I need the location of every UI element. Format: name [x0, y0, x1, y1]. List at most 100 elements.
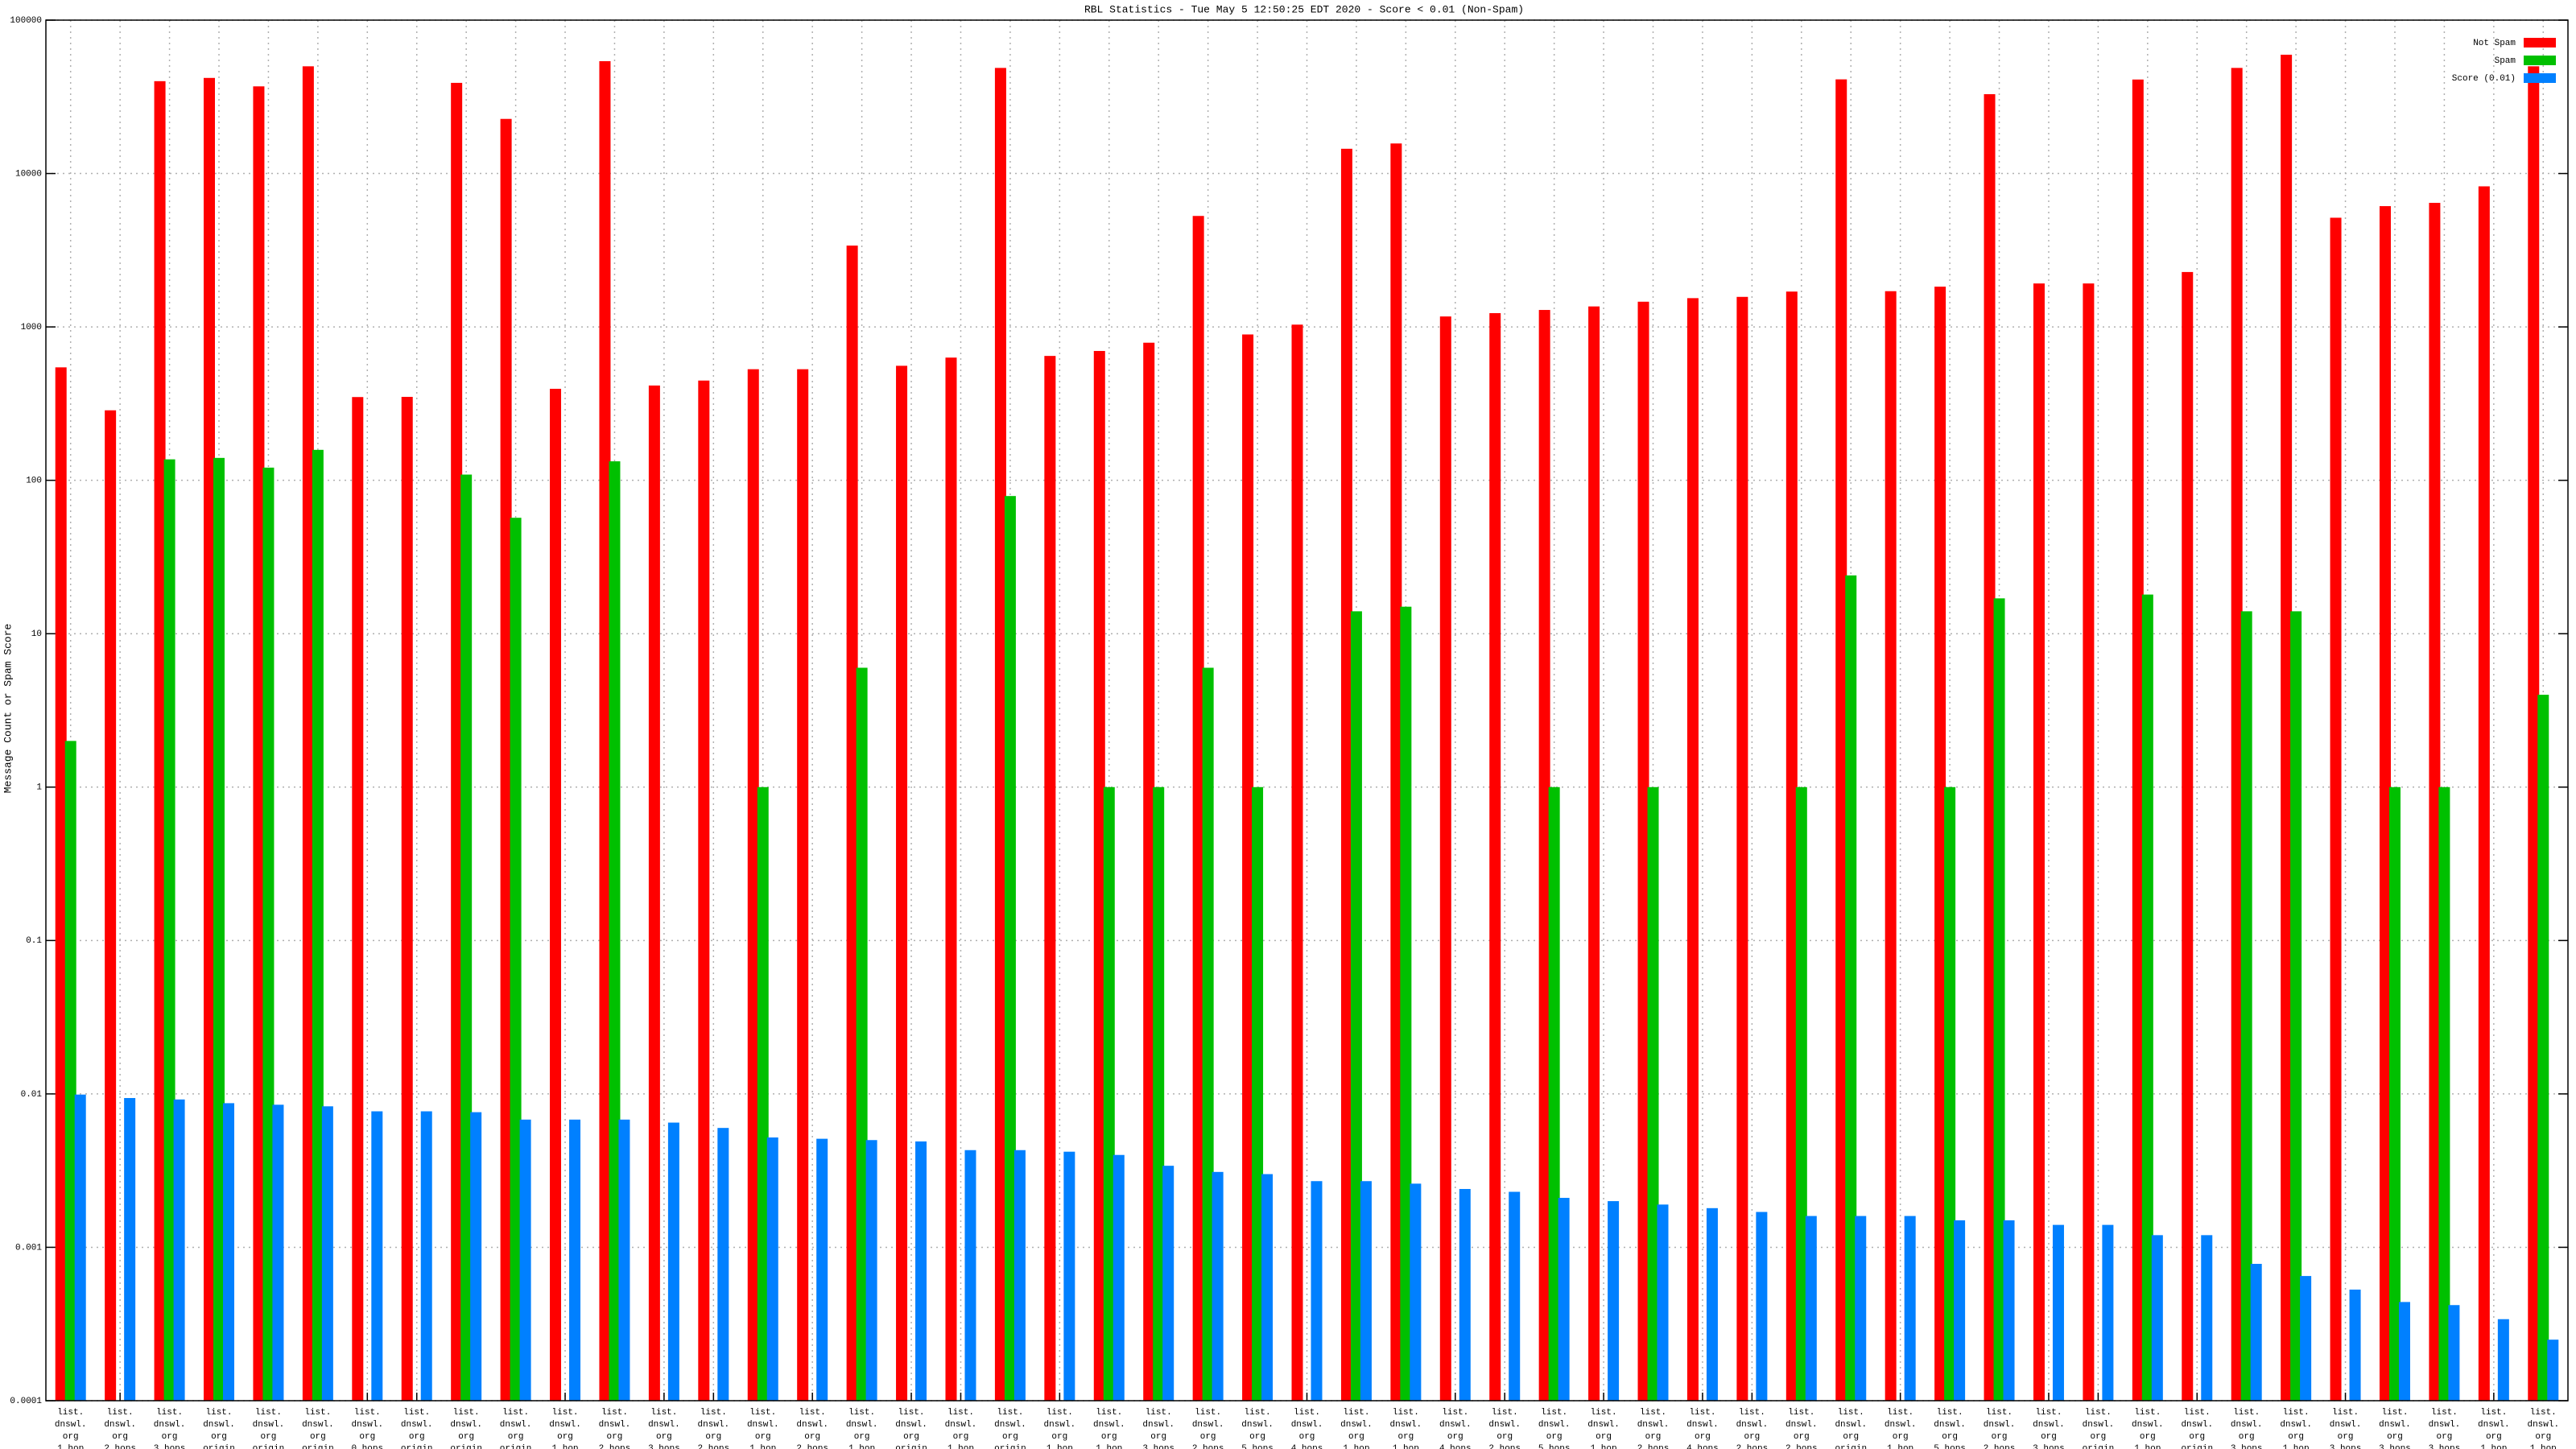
x-tick-label: dnswl.: [1637, 1420, 1670, 1430]
x-tick-label: org: [1348, 1432, 1364, 1442]
bar: [1944, 786, 1956, 1401]
y-tick-label: 10: [31, 630, 42, 639]
bar: [1013, 1150, 1026, 1401]
bar: [1192, 216, 1204, 1401]
x-tick-label: list.: [2332, 1408, 2359, 1418]
x-tick-label: dnswl.: [1340, 1420, 1373, 1430]
bar: [2052, 1224, 2064, 1401]
x-tick-label: 3 hops: [2429, 1444, 2461, 1449]
x-tick-label: dnswl.: [2429, 1420, 2461, 1430]
x-tick-label: list.: [2530, 1408, 2557, 1418]
bar: [213, 457, 225, 1401]
bar: [1855, 1216, 1867, 1401]
bar: [1004, 496, 1016, 1402]
bar: [401, 396, 413, 1402]
x-tick-label: list.: [1640, 1408, 1666, 1418]
x-tick-label: dnswl.: [1934, 1420, 1966, 1430]
x-tick-label: dnswl.: [55, 1420, 87, 1430]
x-tick-label: dnswl.: [846, 1420, 878, 1430]
bar: [500, 118, 512, 1401]
x-tick-label: origin: [895, 1444, 927, 1449]
x-tick-label: list.: [700, 1408, 727, 1418]
x-tick-label: list.: [1195, 1408, 1221, 1418]
bar: [1113, 1154, 1125, 1401]
bar: [1736, 296, 1748, 1401]
x-tick-label: org: [804, 1432, 820, 1442]
x-tick-label: dnswl.: [1686, 1420, 1719, 1430]
x-tick-label: org: [1447, 1432, 1463, 1442]
x-tick-label: list.: [1541, 1408, 1567, 1418]
bar: [550, 388, 562, 1401]
bar: [1588, 306, 1600, 1401]
x-tick-label: 5 hops: [1934, 1444, 1966, 1449]
y-tick-label: 10000: [15, 169, 42, 179]
bar: [223, 1103, 235, 1401]
bar: [1153, 786, 1165, 1401]
x-tick-label: origin: [203, 1444, 235, 1449]
x-tick-label: dnswl.: [1587, 1420, 1620, 1430]
bar: [74, 1094, 86, 1401]
x-tick-label: 3 hops: [2330, 1444, 2362, 1449]
bar: [1785, 291, 1798, 1402]
x-tick-label: dnswl.: [2083, 1420, 2115, 1430]
x-tick-label: org: [1596, 1432, 1612, 1442]
bar: [2398, 1302, 2410, 1401]
bar: [964, 1150, 976, 1401]
x-tick-label: origin: [2181, 1444, 2213, 1449]
bar: [262, 467, 275, 1401]
x-tick-label: org: [2041, 1432, 2057, 1442]
bar: [2438, 786, 2450, 1401]
legend-swatch: [2524, 73, 2556, 83]
x-tick-label: 1 hop: [1591, 1444, 1617, 1449]
x-tick-label: dnswl.: [450, 1420, 482, 1430]
bar: [253, 86, 265, 1401]
bar: [371, 1111, 383, 1401]
x-tick-label: list.: [2233, 1408, 2260, 1418]
x-tick-label: dnswl.: [2330, 1420, 2362, 1430]
x-tick-label: 3 hops: [2033, 1444, 2065, 1449]
x-tick-label: dnswl.: [1241, 1420, 1274, 1430]
bar: [856, 667, 868, 1401]
bar: [1657, 1204, 1669, 1401]
x-tick-label: org: [557, 1432, 573, 1442]
x-tick-label: list.: [947, 1408, 974, 1418]
bar: [2151, 1235, 2163, 1401]
bar: [2547, 1340, 2559, 1401]
bar: [2250, 1264, 2262, 1401]
bar: [1538, 310, 1550, 1402]
x-tick-label: org: [854, 1432, 870, 1442]
bar: [2388, 786, 2401, 1401]
x-tick-label: list.: [2134, 1408, 2161, 1418]
x-tick-label: org: [211, 1432, 227, 1442]
x-tick-label: list.: [898, 1408, 925, 1418]
bar: [1340, 148, 1352, 1401]
x-tick-label: org: [2387, 1432, 2403, 1442]
x-tick-label: dnswl.: [1885, 1420, 1917, 1430]
x-tick-label: org: [409, 1432, 425, 1442]
x-tick-label: 1 hop: [1046, 1444, 1073, 1449]
bar: [2201, 1235, 2213, 1401]
x-tick-label: origin: [1835, 1444, 1867, 1449]
x-tick-label: dnswl.: [2132, 1420, 2164, 1430]
plot-frame: [45, 19, 2569, 1402]
x-tick-label: dnswl.: [500, 1420, 532, 1430]
x-tick-label: list.: [1492, 1408, 1518, 1418]
bar: [204, 77, 216, 1401]
x-tick-label: list.: [1739, 1408, 1765, 1418]
x-tick-label: 1 hop: [947, 1444, 974, 1449]
bar: [1706, 1208, 1718, 1401]
bar: [1360, 1181, 1372, 1401]
bar: [173, 1099, 185, 1401]
x-tick-label: 2 hops: [1488, 1444, 1521, 1449]
x-tick-label: org: [261, 1432, 277, 1442]
bar: [2083, 283, 2095, 1402]
bar: [2132, 79, 2144, 1402]
x-tick-label: 4 hops: [1291, 1444, 1323, 1449]
bar: [945, 357, 957, 1402]
x-tick-label: list.: [2184, 1408, 2211, 1418]
bar: [1608, 1201, 1620, 1401]
x-tick-label: dnswl.: [253, 1420, 285, 1430]
x-tick-label: list.: [354, 1408, 381, 1418]
y-tick-label: 0.1: [26, 936, 42, 946]
x-tick-label: org: [1546, 1432, 1563, 1442]
